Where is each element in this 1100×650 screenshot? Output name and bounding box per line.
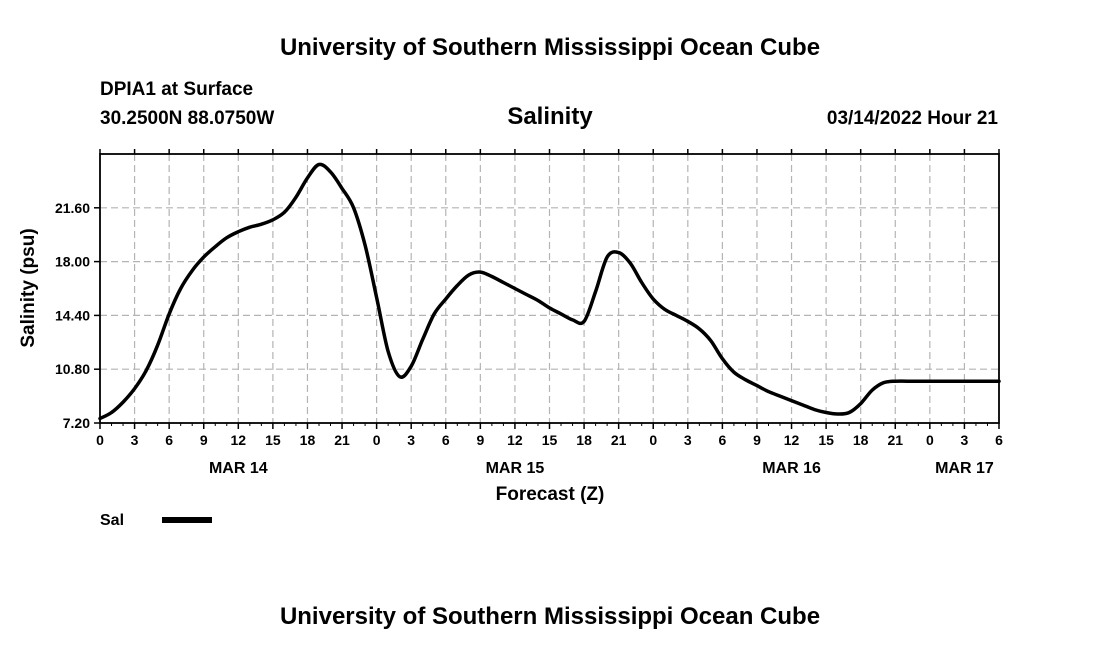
axis-ticks xyxy=(94,149,1000,429)
date-labels: MAR 14 MAR 15 MAR 16 MAR 17 xyxy=(209,460,994,477)
x-tick-label: 9 xyxy=(200,432,208,448)
date-label: MAR 14 xyxy=(209,460,268,477)
date-label: MAR 16 xyxy=(762,460,821,477)
plot-frame xyxy=(99,153,1000,424)
x-tick-label: 18 xyxy=(853,432,869,448)
x-tick-label: 3 xyxy=(961,432,969,448)
x-tick-label: 6 xyxy=(718,432,726,448)
x-tick-label: 12 xyxy=(784,432,800,448)
x-axis-label: Forecast (Z) xyxy=(496,484,605,505)
x-tick-label: 0 xyxy=(96,432,104,448)
y-tick-label: 18.00 xyxy=(55,254,90,270)
series-line-sal xyxy=(98,162,1001,421)
x-tick-label: 6 xyxy=(165,432,173,448)
y-axis-label: Salinity (psu) xyxy=(18,228,39,347)
x-tick-labels: 0 3 6 9 12 15 18 21 0 3 6 9 12 15 18 21 0 3 6 9 12 15 18 21 0 3 6 xyxy=(96,432,1003,448)
x-tick-label: 15 xyxy=(265,432,281,448)
legend-label: Sal xyxy=(100,512,124,529)
bottom-title: University of Southern Mississippi Ocean… xyxy=(280,603,820,630)
x-tick-label: 3 xyxy=(131,432,139,448)
y-tick-label: 7.20 xyxy=(63,415,90,431)
x-tick-label: 3 xyxy=(684,432,692,448)
y-tick-label: 14.40 xyxy=(55,307,90,323)
x-tick-label: 21 xyxy=(611,432,627,448)
x-tick-label: 18 xyxy=(576,432,592,448)
x-tick-label: 18 xyxy=(300,432,316,448)
x-tick-label: 21 xyxy=(334,432,350,448)
x-tick-label: 0 xyxy=(926,432,934,448)
y-tick-labels: 7.20 10.80 14.40 18.00 21.60 xyxy=(55,200,90,431)
y-tick-label: 21.60 xyxy=(55,200,90,216)
x-tick-label: 6 xyxy=(442,432,450,448)
top-title: University of Southern Mississippi Ocean… xyxy=(280,34,820,61)
x-tick-label: 9 xyxy=(476,432,484,448)
grid-lines xyxy=(100,154,999,423)
coordinates-label: 30.2500N 88.0750W xyxy=(100,108,274,129)
y-tick-label: 10.80 xyxy=(55,361,90,377)
station-label: DPIA1 at Surface xyxy=(100,79,253,100)
x-tick-label: 21 xyxy=(887,432,903,448)
x-tick-label: 9 xyxy=(753,432,761,448)
x-tick-label: 0 xyxy=(649,432,657,448)
x-tick-label: 15 xyxy=(818,432,834,448)
x-tick-label: 12 xyxy=(507,432,523,448)
x-tick-label: 15 xyxy=(542,432,558,448)
datetime-label: 03/14/2022 Hour 21 xyxy=(827,108,999,129)
x-tick-label: 3 xyxy=(407,432,415,448)
x-tick-label: 0 xyxy=(373,432,381,448)
date-label: MAR 15 xyxy=(486,460,545,477)
chart-title: Salinity xyxy=(507,103,593,130)
x-tick-label: 6 xyxy=(995,432,1003,448)
x-tick-label: 12 xyxy=(231,432,247,448)
date-label: MAR 17 xyxy=(935,460,994,477)
